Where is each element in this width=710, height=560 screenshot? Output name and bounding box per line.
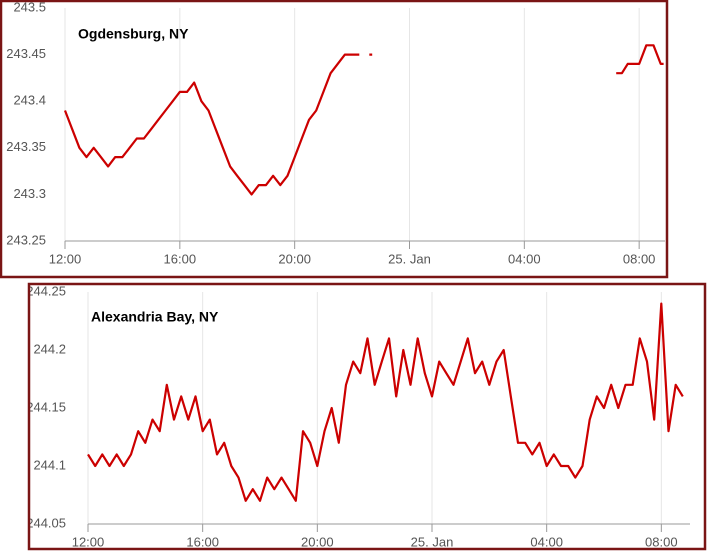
y-tick-label: 243.3: [13, 186, 46, 201]
x-tick-label: 08:00: [645, 534, 678, 549]
data-line: [87, 302, 684, 502]
y-tick-label: 244.15: [26, 399, 66, 414]
chart-panel: 12:00 16:00 20:00 25. Jan 04:00 08:00 244.05 24…: [26, 283, 690, 549]
y-tick-label: 244.05: [26, 515, 66, 530]
x-tick-label: 12:00: [49, 251, 82, 266]
y-tick-label: 244.25: [26, 283, 66, 298]
panel-border: [27, 282, 707, 551]
x-tick-label: 16:00: [164, 251, 197, 266]
y-tick-label: 243.45: [6, 46, 46, 61]
chart-panel: 12:00 16:00 20:00 25. Jan 04:00 08:00 243.25 24…: [6, 0, 665, 266]
data-line: [63, 44, 664, 196]
chart-title: Ogdensburg, NY: [78, 26, 189, 42]
x-tick-label: 04:00: [508, 251, 541, 266]
x-tick-label: 16:00: [186, 534, 219, 549]
x-tick-label: 08:00: [623, 251, 656, 266]
panel-border: [0, 0, 669, 279]
y-tick-label: 243.25: [6, 232, 46, 247]
y-tick-label: 243.4: [13, 93, 46, 108]
x-tick-label: 25. Jan: [388, 251, 431, 266]
y-tick-label: 244.1: [33, 457, 66, 472]
x-tick-label: 25. Jan: [411, 534, 454, 549]
y-tick-label: 243.5: [13, 0, 46, 14]
x-tick-label: 20:00: [301, 534, 334, 549]
chart-title: Alexandria Bay, NY: [91, 309, 219, 325]
x-tick-label: 04:00: [530, 534, 563, 549]
y-tick-label: 244.2: [33, 341, 66, 356]
y-tick-label: 243.35: [6, 139, 46, 154]
x-tick-label: 12:00: [72, 534, 105, 549]
x-tick-label: 20:00: [278, 251, 311, 266]
